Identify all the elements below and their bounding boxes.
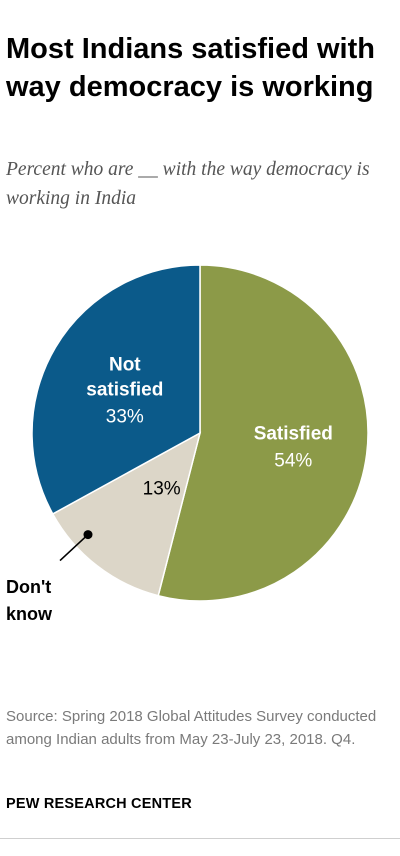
pie-slice-not-satisfied	[31, 264, 201, 515]
slice-name-satisfied: Satisfied	[254, 423, 333, 444]
bottom-rule	[0, 838, 400, 839]
slice-value-don-t-know: 13%	[143, 479, 181, 500]
pie-slices	[31, 264, 369, 602]
slice-name-don-t-know-line-1: Don't	[6, 577, 51, 597]
pie-chart: Satisfied 54% 13% Don't know Not satisfied 33%	[6, 264, 369, 625]
source-note: Source: Spring 2018 Global Attitudes Sur…	[6, 708, 377, 748]
pie-labels: Satisfied 54% 13% Don't know Not satisfied 33%	[6, 355, 333, 625]
slice-name-don-t-know-line-2: know	[6, 604, 53, 624]
leader-line	[59, 534, 89, 562]
org-name: PEW RESEARCH CENTER	[6, 796, 192, 812]
slice-value-satisfied: 54%	[274, 450, 312, 471]
slice-name-not-satisfied-line-1: Not	[109, 355, 141, 376]
pie-slice-satisfied	[157, 264, 369, 602]
chart-subtitle: Percent who are __ with the way democrac…	[6, 159, 370, 209]
pie-slice-don-t-know	[51, 431, 202, 597]
chart-title: Most Indians satisfied with way democrac…	[6, 33, 375, 103]
slice-value-not-satisfied: 33%	[106, 407, 144, 428]
slice-name-not-satisfied-line-2: satisfied	[86, 380, 163, 401]
